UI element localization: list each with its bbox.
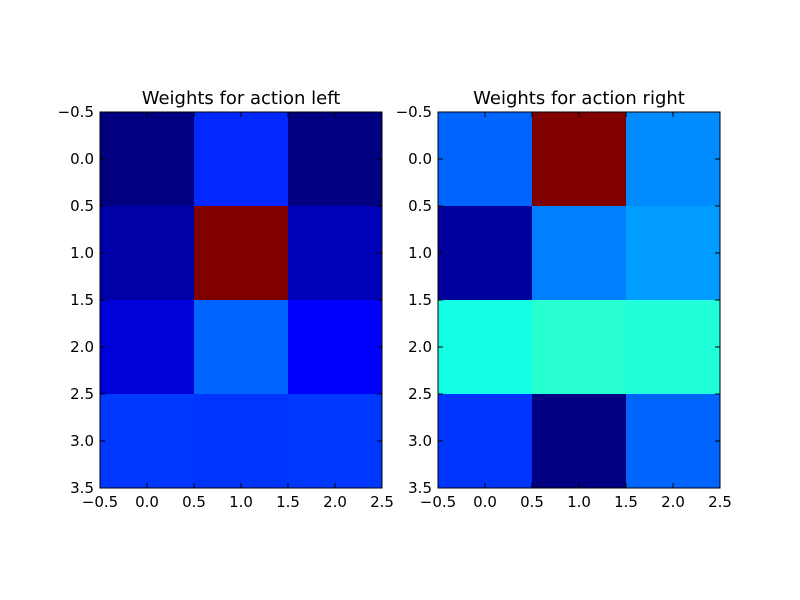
heatmap-left-xtick-label: 2.5 [370,493,394,511]
heatmap-left-cells [100,112,382,488]
heatmap-right-axes: −0.5 0.0 0.5 1.0 1.5 2.0 2.5 −0.5 0.0 0.5 1.0 1.5 2.… [396,103,732,511]
heatmap-left-panel: Weights for action left −0.5 0.0 0.5 1.0 1.5… [58,88,394,511]
heatmap-right-ytick-label: 3.0 [408,432,432,450]
heatmap-left-ytick-label: 1.5 [70,291,94,309]
heatmap-right-cell-r3-c1 [532,394,626,488]
heatmap-right-panel: Weights for action right −0.5 0.0 0.5 1.0 1.… [396,88,732,511]
heatmap-left-xtick-label: 1.5 [276,493,300,511]
heatmap-left-ytick-label: 2.0 [70,338,94,356]
heatmap-right-cell-r3-c0 [438,394,532,488]
heatmap-left-cell-r1-c2 [288,206,382,300]
heatmap-right-ytick-label: 1.0 [408,244,432,262]
heatmap-left-cell-r2-c2 [288,300,382,394]
heatmap-right-ytick-label: 1.5 [408,291,432,309]
heatmap-right-ytick-label: 2.0 [408,338,432,356]
heatmap-left-ytick-label: 3.5 [70,479,94,497]
heatmap-right-title: Weights for action right [473,88,685,109]
heatmap-right-xtick-label: 2.0 [661,493,685,511]
heatmap-right-cell-r0-c2 [626,112,720,206]
heatmap-right-ytick-label: 3.5 [408,479,432,497]
heatmap-left-xtick-label: 0.5 [182,493,206,511]
heatmap-left-ytick-label: 3.0 [70,432,94,450]
heatmap-left-cell-r0-c1 [194,112,288,206]
heatmap-left-ytick-label: 2.5 [70,385,94,403]
heatmap-right-cells [438,112,720,488]
heatmap-right-ytick-label: 0.0 [408,150,432,168]
heatmap-left-cell-r3-c0 [100,394,194,488]
heatmap-left-xtick-label: −0.5 [82,493,118,511]
heatmap-left-axes: −0.5 0.0 0.5 1.0 1.5 2.0 2.5 −0.5 0.0 0.5 1.0 1.5 2.… [58,103,394,511]
heatmap-left-cell-r2-c0 [100,300,194,394]
heatmap-left-xtick-label: 1.0 [229,493,253,511]
heatmap-left-cell-r0-c2 [288,112,382,206]
heatmap-right-xtick-label: 0.5 [520,493,544,511]
heatmap-right-xtick-label: 1.5 [614,493,638,511]
heatmap-right-cell-r0-c0 [438,112,532,206]
heatmap-right-cell-r1-c2 [626,206,720,300]
heatmap-left-cell-r0-c0 [100,112,194,206]
heatmap-right-cell-r3-c2 [626,394,720,488]
heatmap-left-ytick-label: 0.0 [70,150,94,168]
heatmap-right-xtick-label: 1.0 [567,493,591,511]
heatmap-left-cell-r1-c1 [194,206,288,300]
heatmap-right-ytick-label: 2.5 [408,385,432,403]
heatmap-right-cell-r2-c1 [532,300,626,394]
heatmap-left-title: Weights for action left [142,88,341,109]
heatmap-left-xtick-label: 2.0 [323,493,347,511]
heatmap-left-cell-r1-c0 [100,206,194,300]
heatmap-left-xtick-label: 0.0 [135,493,159,511]
heatmap-right-cell-r2-c2 [626,300,720,394]
heatmap-right-cell-r1-c0 [438,206,532,300]
heatmap-right-ytick-label: −0.5 [396,103,432,121]
heatmap-left-ytick-label: 0.5 [70,197,94,215]
heatmap-right-xtick-label: 2.5 [708,493,732,511]
heatmap-right-cell-r1-c1 [532,206,626,300]
heatmap-right-ytick-label: 0.5 [408,197,432,215]
heatmap-left-ytick-label: −0.5 [58,103,94,121]
heatmap-left-ytick-label: 1.0 [70,244,94,262]
heatmap-right-cell-r0-c1 [532,112,626,206]
heatmap-left-cell-r3-c1 [194,394,288,488]
heatmap-right-xtick-label: 0.0 [473,493,497,511]
heatmap-left-cell-r3-c2 [288,394,382,488]
heatmap-left-cell-r2-c1 [194,300,288,394]
heatmap-right-cell-r2-c0 [438,300,532,394]
heatmap-right-xtick-label: −0.5 [420,493,456,511]
